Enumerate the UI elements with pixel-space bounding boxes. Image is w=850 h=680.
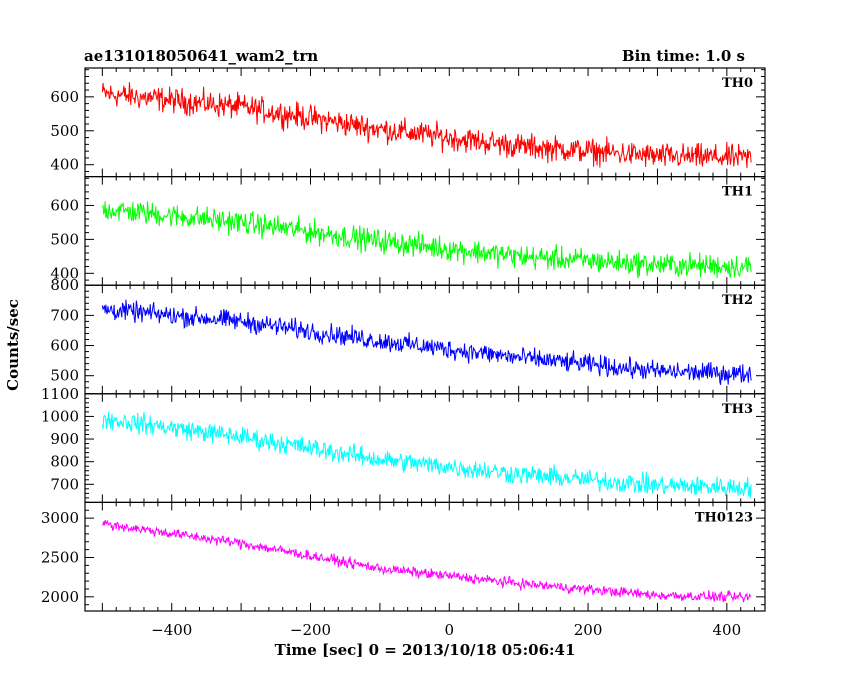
panel-label-th0: TH0: [722, 76, 753, 91]
y-tick-label: 800: [50, 453, 79, 471]
y-tick-label: 600: [50, 337, 79, 355]
series-line-th0: [101, 82, 752, 169]
y-tick-label: 2000: [41, 588, 79, 606]
chart-title: ae131018050641_wam2_trn: [84, 47, 318, 65]
y-tick-label: 700: [50, 306, 79, 324]
x-tick-label: 0: [445, 621, 455, 639]
y-tick-label: 500: [50, 230, 79, 248]
y-tick-label: 3000: [41, 509, 79, 527]
x-tick-label: −200: [290, 621, 331, 639]
panels-group: 400 500 600 TH0 400 500 600 TH1 500 600 700 800 TH2 7…: [41, 67, 766, 639]
x-axis-title: Time [sec] 0 = 2013/10/18 05:06:41: [275, 641, 576, 659]
x-tick-label: −400: [151, 621, 192, 639]
panel-label-th3: TH3: [722, 402, 753, 417]
y-tick-label: 600: [50, 196, 79, 214]
series-line-th3: [101, 411, 752, 499]
panel-label-th0123: TH0123: [695, 510, 753, 525]
y-tick-label: 1000: [41, 407, 79, 425]
panel-frame-th2: [84, 284, 766, 395]
y-tick-label: 700: [50, 475, 79, 493]
y-tick-label: 1100: [41, 385, 79, 403]
y-tick-label: 800: [50, 276, 79, 294]
y-axis-title: Counts/sec: [4, 299, 22, 391]
panel-frame-th0: [84, 67, 766, 178]
y-tick-label: 900: [50, 430, 79, 448]
bin-time-label: Bin time: 1.0 s: [622, 47, 745, 65]
panel-label-th1: TH1: [722, 185, 753, 200]
y-tick-label: 600: [50, 88, 79, 106]
y-tick-label: 400: [50, 264, 79, 282]
y-tick-label: 500: [50, 367, 79, 385]
panel-label-th2: TH2: [722, 293, 753, 308]
series-line-th2: [101, 299, 752, 385]
series-line-th0123: [101, 519, 752, 603]
y-tick-label: 500: [50, 122, 79, 140]
y-tick-label: 2500: [41, 548, 79, 566]
series-line-th1: [101, 201, 752, 279]
panel-frame-th0123: [84, 501, 766, 612]
x-tick-label: 400: [713, 621, 742, 639]
y-tick-label: 400: [50, 156, 79, 174]
x-tick-label: 200: [574, 621, 603, 639]
